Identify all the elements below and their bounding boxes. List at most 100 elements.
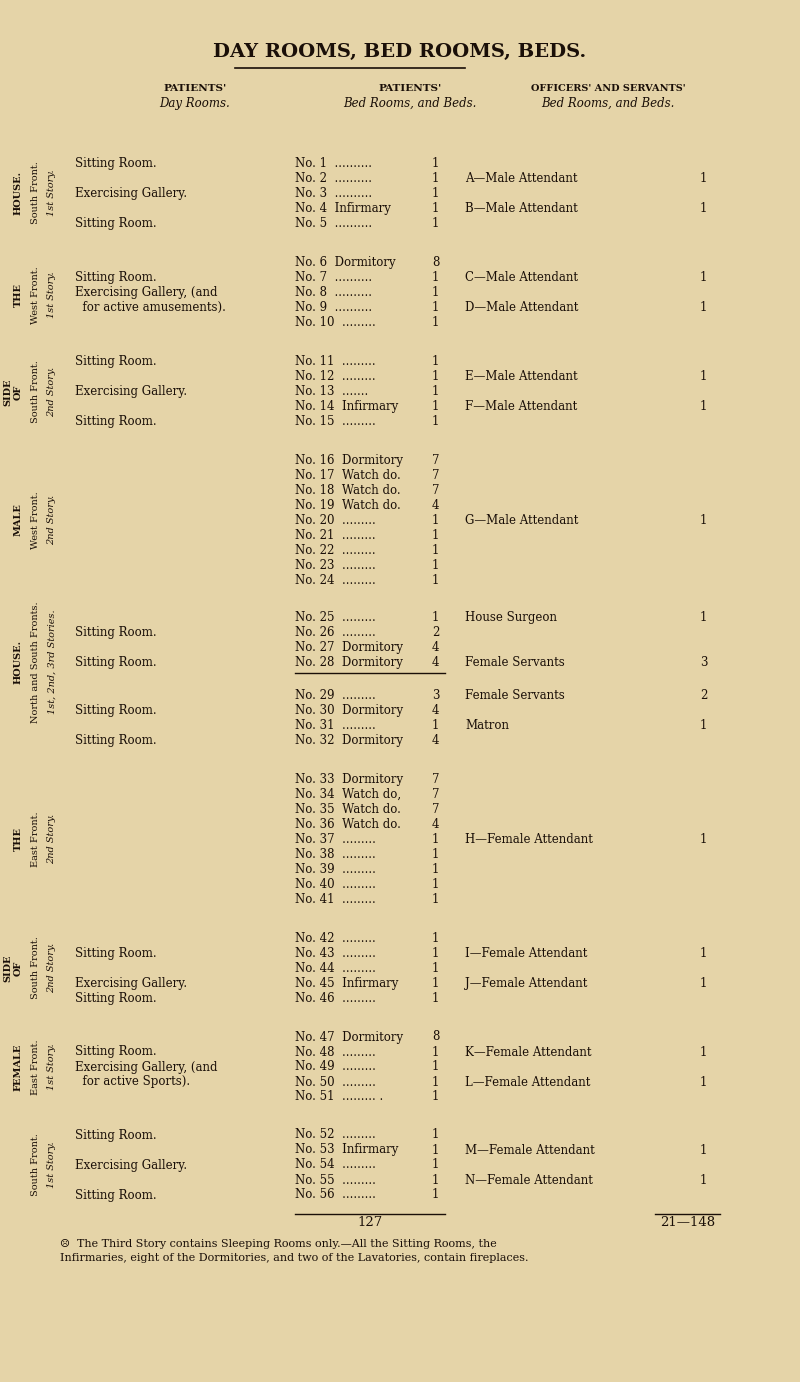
Text: 1: 1 [432, 1173, 439, 1187]
Text: 8: 8 [432, 1031, 439, 1043]
Text: 1: 1 [432, 832, 439, 846]
Text: 2: 2 [700, 688, 707, 702]
Text: No. 28  Dormitory: No. 28 Dormitory [295, 655, 403, 669]
Text: 1: 1 [432, 217, 439, 229]
Text: C—Male Attendant: C—Male Attendant [465, 271, 578, 283]
Text: No. 37  .........: No. 37 ......... [295, 832, 376, 846]
Text: M—Female Attendant: M—Female Attendant [465, 1143, 594, 1157]
Text: No. 51  ......... .: No. 51 ......... . [295, 1090, 383, 1103]
Text: Sitting Room.: Sitting Room. [75, 655, 157, 669]
Text: 1: 1 [432, 1189, 439, 1201]
Text: North and South Fronts.: North and South Fronts. [31, 601, 41, 723]
Text: No. 39  .........: No. 39 ......... [295, 862, 376, 876]
Text: 1: 1 [432, 893, 439, 905]
Text: No. 8  ..........: No. 8 .......... [295, 286, 372, 299]
Text: 21—148: 21—148 [661, 1216, 715, 1229]
Text: 1: 1 [700, 369, 707, 383]
Text: 1: 1 [700, 1143, 707, 1157]
Text: No. 54  .........: No. 54 ......... [295, 1158, 376, 1172]
Text: No. 34  Watch do,: No. 34 Watch do, [295, 788, 401, 800]
Text: No. 47  Dormitory: No. 47 Dormitory [295, 1031, 403, 1043]
Text: J—Female Attendant: J—Female Attendant [465, 977, 587, 990]
Text: 1: 1 [432, 543, 439, 557]
Text: L—Female Attendant: L—Female Attendant [465, 1075, 590, 1089]
Text: Exercising Gallery, (and: Exercising Gallery, (and [75, 1060, 218, 1074]
Text: No. 44  .........: No. 44 ......... [295, 962, 376, 974]
Text: 1st, 2nd, 3rd Stories.: 1st, 2nd, 3rd Stories. [47, 609, 57, 714]
Text: DAY ROOMS, BED ROOMS, BEDS.: DAY ROOMS, BED ROOMS, BEDS. [214, 43, 586, 61]
Text: No. 42  .........: No. 42 ......... [295, 931, 376, 944]
Text: THE: THE [14, 826, 22, 851]
Text: No. 15  .........: No. 15 ......... [295, 415, 376, 427]
Text: No. 17  Watch do.: No. 17 Watch do. [295, 468, 401, 481]
Text: Exercising Gallery.: Exercising Gallery. [75, 977, 187, 990]
Text: Bed Rooms, and Beds.: Bed Rooms, and Beds. [542, 97, 674, 109]
Text: OF: OF [14, 960, 22, 976]
Text: SIDE: SIDE [3, 954, 13, 981]
Text: 1: 1 [432, 156, 439, 170]
Text: No. 31  .........: No. 31 ......... [295, 719, 376, 731]
Text: No. 33  Dormitory: No. 33 Dormitory [295, 773, 403, 785]
Text: A—Male Attendant: A—Male Attendant [465, 171, 578, 185]
Text: HOUSE.: HOUSE. [14, 171, 22, 216]
Text: 4: 4 [432, 818, 439, 831]
Text: No. 46  .........: No. 46 ......... [295, 991, 376, 1005]
Text: No. 30  Dormitory: No. 30 Dormitory [295, 703, 403, 716]
Text: No. 53  Infirmary: No. 53 Infirmary [295, 1143, 398, 1157]
Text: No. 14  Infirmary: No. 14 Infirmary [295, 399, 398, 412]
Text: South Front.: South Front. [31, 1133, 41, 1197]
Text: No. 43  .........: No. 43 ......... [295, 947, 376, 959]
Text: OF: OF [14, 384, 22, 399]
Text: House Surgeon: House Surgeon [465, 611, 557, 623]
Text: 1: 1 [432, 300, 439, 314]
Text: 1: 1 [432, 931, 439, 944]
Text: 1: 1 [432, 719, 439, 731]
Text: 1: 1 [700, 300, 707, 314]
Text: No. 50  .........: No. 50 ......... [295, 1075, 376, 1089]
Text: No. 4  Infirmary: No. 4 Infirmary [295, 202, 391, 214]
Text: E—Male Attendant: E—Male Attendant [465, 369, 578, 383]
Text: D—Male Attendant: D—Male Attendant [465, 300, 578, 314]
Text: Exercising Gallery, (and: Exercising Gallery, (and [75, 286, 218, 299]
Text: 1: 1 [432, 384, 439, 398]
Text: 1st Story.: 1st Story. [47, 1043, 57, 1090]
Text: No. 21  .........: No. 21 ......... [295, 528, 376, 542]
Text: Sitting Room.: Sitting Room. [75, 1046, 157, 1059]
Text: H—Female Attendant: H—Female Attendant [465, 832, 593, 846]
Text: No. 24  .........: No. 24 ......... [295, 574, 376, 586]
Text: No. 55  .........: No. 55 ......... [295, 1173, 376, 1187]
Text: No. 49  .........: No. 49 ......... [295, 1060, 376, 1074]
Text: 2nd Story.: 2nd Story. [47, 495, 57, 545]
Text: 1: 1 [432, 862, 439, 876]
Text: 1: 1 [432, 399, 439, 412]
Text: 3: 3 [432, 688, 439, 702]
Text: 4: 4 [432, 703, 439, 716]
Text: 7: 7 [432, 484, 439, 496]
Text: 1st Story.: 1st Story. [47, 170, 57, 217]
Text: No. 13  .......: No. 13 ....... [295, 384, 368, 398]
Text: 4: 4 [432, 499, 439, 511]
Text: Sitting Room.: Sitting Room. [75, 355, 157, 368]
Text: Sitting Room.: Sitting Room. [75, 1189, 157, 1201]
Text: No. 1  ..........: No. 1 .......... [295, 156, 372, 170]
Text: 1: 1 [700, 202, 707, 214]
Text: No. 29  .........: No. 29 ......... [295, 688, 376, 702]
Text: Day Rooms.: Day Rooms. [160, 97, 230, 109]
Text: Sitting Room.: Sitting Room. [75, 703, 157, 716]
Text: No. 40  .........: No. 40 ......... [295, 878, 376, 890]
Text: 1: 1 [700, 1046, 707, 1059]
Text: 1: 1 [432, 1158, 439, 1172]
Text: No. 41  .........: No. 41 ......... [295, 893, 376, 905]
Text: Matron: Matron [465, 719, 509, 731]
Text: No. 12  .........: No. 12 ......... [295, 369, 376, 383]
Text: Infirmaries, eight of the Dormitories, and two of the Lavatories, contain firepl: Infirmaries, eight of the Dormitories, a… [60, 1253, 529, 1263]
Text: No. 45  Infirmary: No. 45 Infirmary [295, 977, 398, 990]
Text: 7: 7 [432, 803, 439, 815]
Text: Sitting Room.: Sitting Room. [75, 626, 157, 638]
Text: 2nd Story.: 2nd Story. [47, 943, 57, 994]
Text: 1: 1 [432, 187, 439, 199]
Text: F—Male Attendant: F—Male Attendant [465, 399, 578, 412]
Text: 1: 1 [432, 962, 439, 974]
Text: 1: 1 [432, 1046, 439, 1059]
Text: 4: 4 [432, 640, 439, 654]
